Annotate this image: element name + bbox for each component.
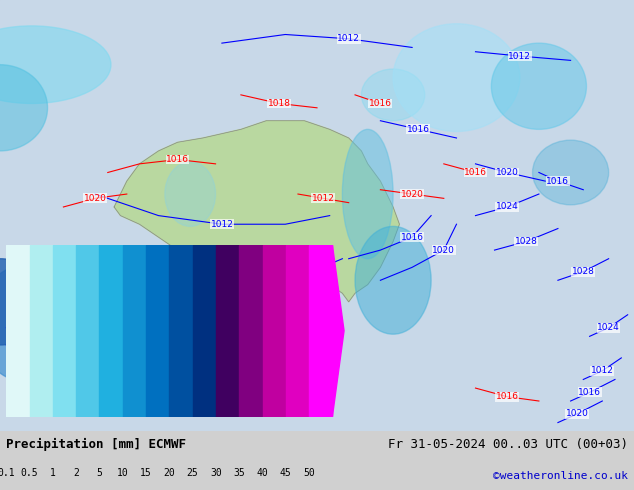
Text: 1020: 1020 <box>432 245 455 255</box>
Text: 1008: 1008 <box>280 276 303 285</box>
Text: 1016: 1016 <box>166 155 189 164</box>
Text: 976: 976 <box>105 401 123 410</box>
Bar <box>286 245 309 416</box>
Text: 1012: 1012 <box>210 220 233 229</box>
Text: 0.5: 0.5 <box>21 468 39 478</box>
Text: 1016: 1016 <box>496 392 519 401</box>
Text: 988: 988 <box>16 349 34 358</box>
Text: 984: 984 <box>181 358 199 367</box>
Text: 1000: 1000 <box>230 319 252 328</box>
Bar <box>53 245 76 416</box>
Bar <box>76 245 100 416</box>
Text: 1024: 1024 <box>496 202 519 212</box>
Text: 1020: 1020 <box>566 410 588 418</box>
Text: 1020: 1020 <box>84 194 107 203</box>
Text: 1016: 1016 <box>407 125 430 134</box>
Ellipse shape <box>0 259 48 345</box>
Ellipse shape <box>491 43 586 129</box>
Bar <box>193 245 216 416</box>
Text: 25: 25 <box>187 468 198 478</box>
Ellipse shape <box>32 323 158 410</box>
Text: 5: 5 <box>96 468 103 478</box>
Ellipse shape <box>393 24 520 131</box>
Text: 1020: 1020 <box>496 168 519 177</box>
Text: Precipitation [mm] ECMWF: Precipitation [mm] ECMWF <box>6 438 186 451</box>
Polygon shape <box>332 245 344 416</box>
Bar <box>309 245 332 416</box>
Ellipse shape <box>165 162 216 226</box>
Text: 2: 2 <box>74 468 79 478</box>
Bar <box>100 245 123 416</box>
Bar <box>262 245 286 416</box>
Ellipse shape <box>533 140 609 205</box>
Text: 1024: 1024 <box>597 323 620 332</box>
Polygon shape <box>114 121 399 302</box>
Bar <box>123 245 146 416</box>
Text: 40: 40 <box>257 468 268 478</box>
Text: 1018: 1018 <box>268 99 290 108</box>
Text: 1020: 1020 <box>401 190 424 198</box>
Ellipse shape <box>0 65 48 151</box>
Text: 1: 1 <box>50 468 56 478</box>
Text: 50: 50 <box>303 468 315 478</box>
Text: 45: 45 <box>280 468 292 478</box>
Ellipse shape <box>342 129 393 259</box>
Text: 1028: 1028 <box>572 267 595 276</box>
Bar <box>6 245 30 416</box>
Ellipse shape <box>361 69 425 121</box>
Text: 1012: 1012 <box>508 51 531 61</box>
Ellipse shape <box>0 26 111 103</box>
Bar <box>216 245 239 416</box>
Text: 1016: 1016 <box>578 388 601 397</box>
Text: 30: 30 <box>210 468 222 478</box>
Text: 980: 980 <box>86 384 104 392</box>
Text: 20: 20 <box>164 468 175 478</box>
Text: 1028: 1028 <box>515 237 538 246</box>
Text: ©weatheronline.co.uk: ©weatheronline.co.uk <box>493 471 628 481</box>
Text: 10: 10 <box>117 468 129 478</box>
Text: 1012: 1012 <box>312 194 335 203</box>
Text: 1004: 1004 <box>255 297 278 306</box>
Text: 35: 35 <box>233 468 245 478</box>
Text: 1012: 1012 <box>337 34 360 43</box>
Text: 1016: 1016 <box>547 176 569 186</box>
Text: 1016: 1016 <box>401 233 424 242</box>
Bar <box>30 245 53 416</box>
Text: 1016: 1016 <box>464 168 487 177</box>
Text: Fr 31-05-2024 00..03 UTC (00+03): Fr 31-05-2024 00..03 UTC (00+03) <box>387 438 628 451</box>
Text: 0.1: 0.1 <box>0 468 15 478</box>
Bar <box>239 245 262 416</box>
Text: 1012: 1012 <box>591 367 614 375</box>
Ellipse shape <box>355 226 431 334</box>
Ellipse shape <box>0 259 130 388</box>
Bar <box>146 245 169 416</box>
Text: 992: 992 <box>36 327 53 337</box>
Bar <box>169 245 193 416</box>
Text: 15: 15 <box>140 468 152 478</box>
Text: 1016: 1016 <box>369 99 392 108</box>
Text: 996: 996 <box>42 310 60 319</box>
